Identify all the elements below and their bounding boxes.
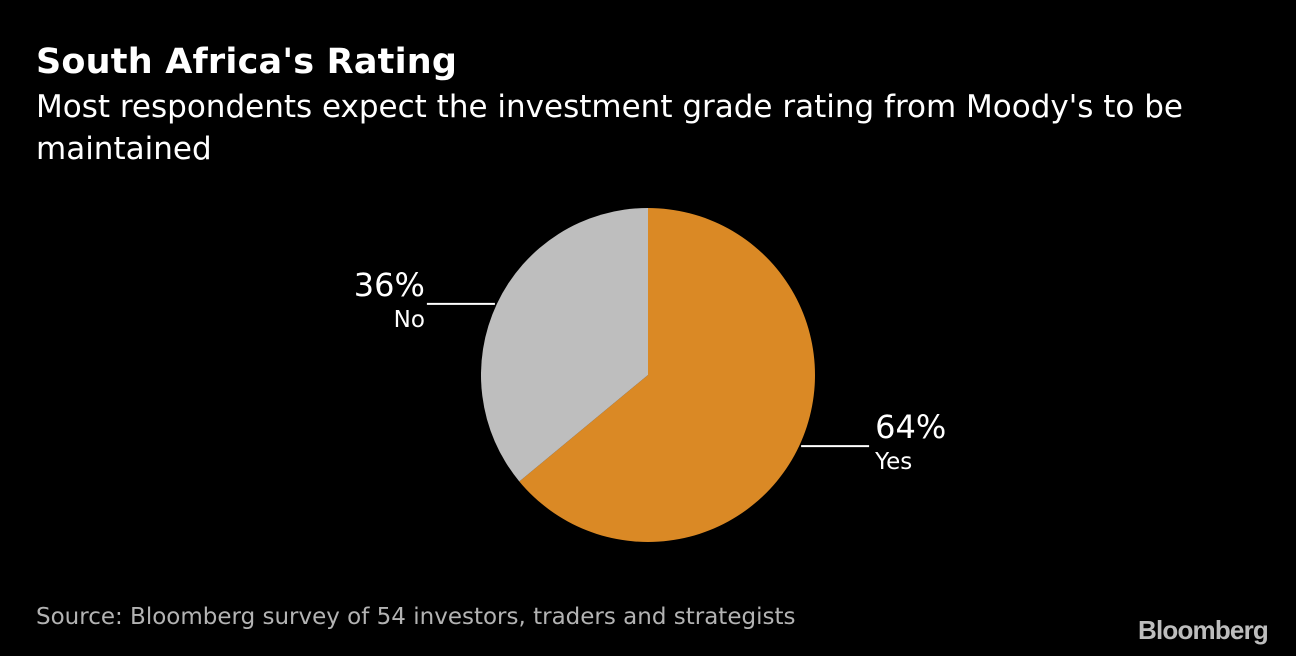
pie-labels: 64% Yes 36% No	[354, 266, 946, 475]
pie-slice-no	[480, 208, 648, 482]
pie-slices	[480, 208, 815, 542]
bloomberg-logo: Bloomberg	[1137, 615, 1269, 645]
pie-category-label-yes: Yes	[874, 449, 912, 475]
pie-category-label-no: No	[394, 307, 425, 333]
source-note: Source: Bloomberg survey of 54 investors…	[36, 604, 796, 630]
pie-value-label-yes: 64%	[875, 408, 946, 446]
chart-subtitle: Most respondents expect the investment g…	[36, 89, 1183, 167]
chart-title: South Africa's Rating	[36, 42, 458, 82]
pie-slice-yes	[519, 208, 815, 542]
pie-value-label-no: 36%	[354, 266, 425, 304]
pie-leader-lines	[426, 302, 870, 448]
